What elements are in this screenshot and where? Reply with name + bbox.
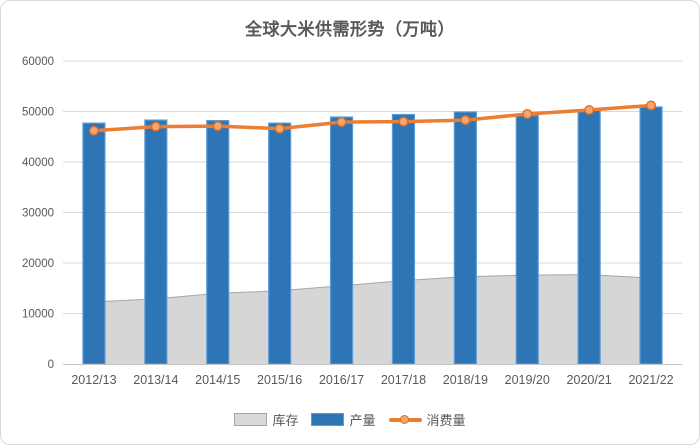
x-axis-labels: 2012/13 2013/14 2014/15 2015/16 2016/17 2017/… <box>71 373 673 387</box>
svg-text:2021/22: 2021/22 <box>628 373 673 387</box>
legend-item-consumption: 消费量 <box>388 410 466 429</box>
legend-label-consumption: 消费量 <box>426 413 466 428</box>
production-bar <box>329 116 354 365</box>
svg-text:2016/17: 2016/17 <box>319 373 364 387</box>
production-bar-swatch-icon <box>311 413 345 426</box>
production-bar <box>577 109 601 365</box>
y-axis-labels: 0 10000 20000 30000 40000 50000 60000 <box>22 56 54 371</box>
svg-text:0: 0 <box>48 359 54 371</box>
chart-legend: 库存 产量 消费量 <box>1 410 699 429</box>
production-bar <box>268 122 292 365</box>
stocks-area-swatch-icon <box>234 413 268 426</box>
consumption-marker <box>522 109 533 120</box>
svg-text:2020/21: 2020/21 <box>567 373 612 387</box>
svg-text:50000: 50000 <box>22 107 54 119</box>
production-bar <box>391 113 416 365</box>
svg-text:2014/15: 2014/15 <box>195 373 240 387</box>
consumption-line-series <box>88 100 657 136</box>
production-bar-series <box>82 106 663 365</box>
svg-text:2013/14: 2013/14 <box>133 373 178 387</box>
legend-item-production: 产量 <box>311 410 376 429</box>
svg-text:20000: 20000 <box>22 258 54 270</box>
consumption-marker <box>646 100 657 111</box>
consumption-marker <box>584 104 595 115</box>
production-bar <box>144 119 168 365</box>
svg-text:2017/18: 2017/18 <box>381 373 426 387</box>
consumption-marker <box>336 117 347 128</box>
svg-text:60000: 60000 <box>22 56 54 68</box>
svg-text:2015/16: 2015/16 <box>257 373 302 387</box>
consumption-marker <box>274 123 285 134</box>
production-bar <box>82 122 106 365</box>
chart-title: 全球大米供需形势（万吨） <box>245 20 455 39</box>
svg-text:10000: 10000 <box>22 309 54 321</box>
svg-text:30000: 30000 <box>22 208 54 220</box>
consumption-marker <box>150 121 161 132</box>
legend-label-production: 产量 <box>349 413 376 428</box>
production-bar <box>639 106 663 365</box>
svg-text:40000: 40000 <box>22 157 54 169</box>
consumption-marker <box>460 115 471 126</box>
production-bar <box>515 114 539 365</box>
svg-text:2012/13: 2012/13 <box>71 373 116 387</box>
stocks-area-series <box>93 274 652 364</box>
consumption-marker <box>398 116 409 127</box>
svg-text:2019/20: 2019/20 <box>505 373 550 387</box>
legend-label-stocks: 库存 <box>272 413 299 428</box>
production-bar <box>453 111 477 365</box>
consumption-marker <box>212 121 223 132</box>
consumption-line-swatch-icon <box>388 413 422 426</box>
svg-text:2018/19: 2018/19 <box>443 373 488 387</box>
production-bar <box>206 119 230 365</box>
legend-item-stocks: 库存 <box>234 410 298 429</box>
consumption-marker <box>88 125 99 136</box>
